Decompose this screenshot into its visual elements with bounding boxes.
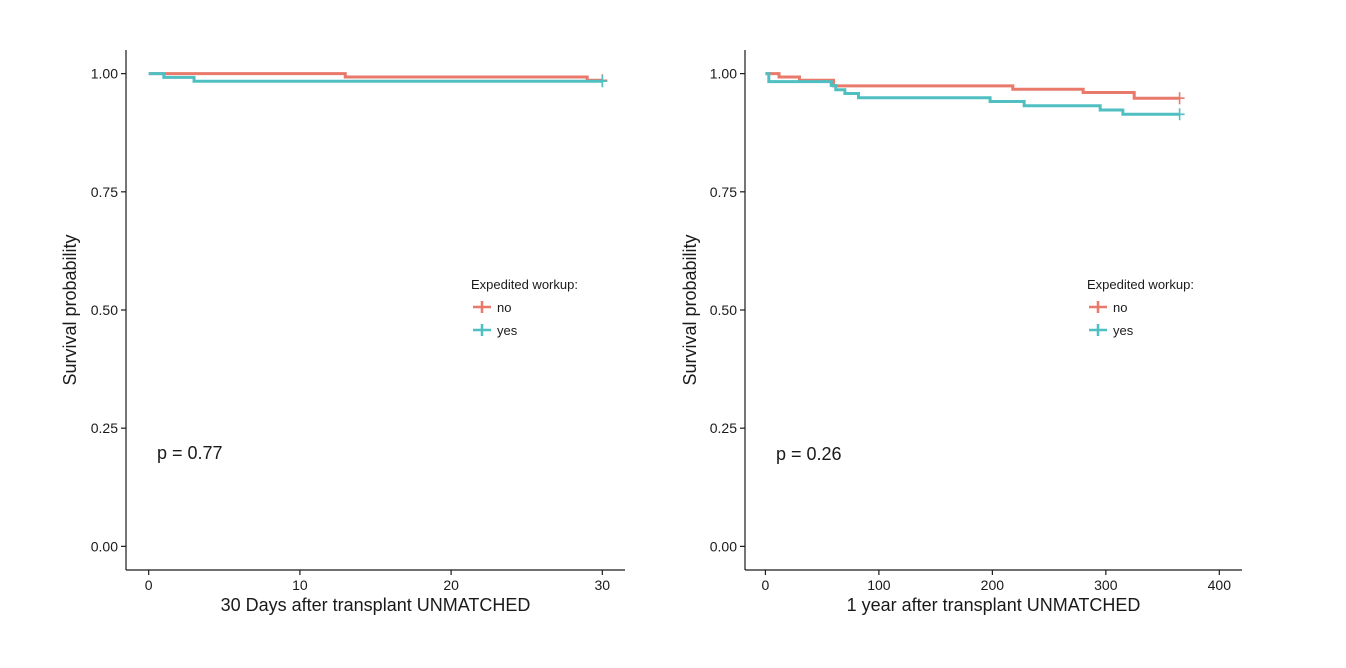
legend-key-no [1089, 301, 1107, 313]
p-value-annotation: p = 0.26 [776, 444, 842, 464]
x-tick-label: 10 [292, 577, 308, 593]
y-axis-title: Survival probability [60, 234, 80, 385]
legend-title: Expedited workup: [1087, 277, 1194, 292]
y-axis-title: Survival probability [680, 234, 700, 385]
p-value-annotation: p = 0.77 [157, 443, 223, 463]
chart-panel-2: 0 100 200 300 400 0.00 0.25 0.50 0.75 1.00 1 year … [680, 50, 1242, 615]
x-tick-label: 20 [443, 577, 459, 593]
x-axis-title: 30 Days after transplant UNMATCHED [221, 595, 531, 615]
censor-mark-no [1174, 92, 1185, 105]
x-tick-label: 400 [1208, 577, 1232, 593]
legend-label-no: no [497, 300, 511, 315]
y-tick-label: 0.50 [710, 302, 737, 318]
x-tick-label: 300 [1094, 577, 1118, 593]
legend-key-no [473, 301, 491, 313]
legend-label-yes: yes [1113, 323, 1134, 338]
series-line-yes [148, 72, 603, 83]
x-tick-label: 200 [981, 577, 1005, 593]
censor-mark-yes [597, 75, 608, 88]
legend-label-no: no [1113, 300, 1127, 315]
y-tick-label: 1.00 [91, 66, 118, 82]
x-axis-title: 1 year after transplant UNMATCHED [847, 595, 1141, 615]
y-tick-label: 0.25 [91, 420, 118, 436]
series-line-no [765, 72, 1180, 100]
y-tick-label: 0.25 [710, 420, 737, 436]
y-tick-label: 0.75 [91, 184, 118, 200]
x-tick-label: 0 [145, 577, 153, 593]
y-tick-label: 0.00 [710, 538, 737, 554]
y-tick-label: 0.00 [91, 538, 118, 554]
legend-key-yes [473, 324, 491, 336]
chart-panel-1: 0 10 20 30 0.00 0.25 0.50 0.75 1.00 30 Days after… [60, 50, 625, 615]
y-tick-label: 0.75 [710, 184, 737, 200]
y-tick-label: 1.00 [710, 66, 737, 82]
y-tick-label: 0.50 [91, 302, 118, 318]
x-tick-label: 100 [867, 577, 891, 593]
x-tick-label: 30 [595, 577, 611, 593]
legend-label-yes: yes [497, 323, 518, 338]
legend-title: Expedited workup: [471, 277, 578, 292]
x-tick-label: 0 [762, 577, 770, 593]
series-line-no [148, 72, 603, 82]
legend-key-yes [1089, 324, 1107, 336]
series-line-yes [765, 72, 1180, 116]
censor-mark-yes [1174, 108, 1185, 121]
